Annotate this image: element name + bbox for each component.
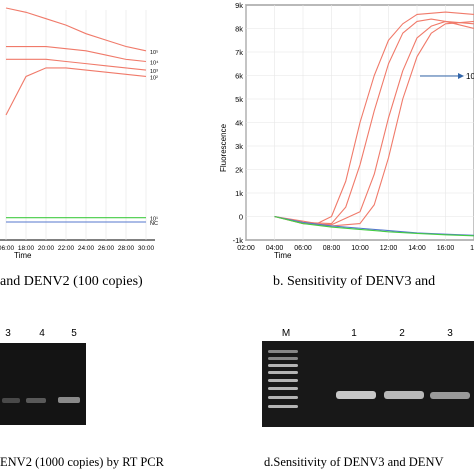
panel-b-series-line: [274, 18, 474, 225]
panel-d-ladder-band: [268, 387, 298, 390]
panel-d-band-2: [384, 391, 424, 399]
panel-a-xtick-label: 06:00: [0, 245, 15, 252]
panel-d-ladder-band: [268, 379, 298, 382]
panel-b-series-line: [274, 215, 474, 236]
panel-b-series-line: [274, 215, 474, 237]
panel-a-curve-label: 10³: [150, 69, 158, 75]
panel-b-ytick-label: 4k: [235, 119, 243, 128]
panel-b-ytick-label: 5k: [235, 95, 243, 104]
panel-d-lane-label: 1: [351, 328, 357, 339]
panel-d-band-1: [336, 391, 376, 399]
panel-a-curve-label: 10²: [150, 75, 158, 81]
panel-c-gel-image: [0, 343, 86, 425]
panel-b-annotation: 10: [466, 72, 474, 81]
panel-b-ytick-label: 3k: [235, 142, 243, 151]
panel-b-ytick-label: 1k: [235, 189, 243, 198]
panel-a-curve-label: 10⁵: [150, 49, 158, 56]
panel-d-lane-label: 2: [399, 328, 405, 339]
panel-a-curve-label: 10⁴: [150, 60, 159, 67]
panel-a-xtick-label: 24:00: [78, 245, 95, 252]
panel-c-caption: ENV2 (1000 copies) by RT PCR: [0, 455, 164, 469]
panel-d-lane-label: M: [282, 328, 290, 339]
panel-d-ladder-band: [268, 364, 298, 367]
panel-a-curve-label: NC: [150, 221, 158, 227]
panel-b-annotation-arrowhead: [458, 73, 464, 79]
panel-b-xtick-label: 04:00: [266, 245, 284, 252]
panel-d-gel-image: [262, 341, 474, 427]
panel-d-ladder-band: [268, 396, 298, 399]
panel-a-caption: and DENV2 (100 copies): [0, 274, 143, 289]
panel-d-ladder-band: [268, 405, 298, 408]
panel-a-xtick-label: 20:00: [38, 245, 55, 252]
panel-b-ytick-label: -1k: [233, 236, 244, 245]
panel-c-lane-label: 3: [5, 328, 11, 339]
panel-b-ytick-label: 8k: [235, 25, 243, 34]
panel-b-ytick-label: 7k: [235, 48, 243, 57]
panel-b-xlabel: Time: [274, 251, 292, 260]
panel-b-ytick-label: 2k: [235, 166, 243, 175]
panel-d-caption: d.Sensitivity of DENV3 and DENV: [264, 455, 444, 469]
panel-b-xtick-label: 08:00: [323, 245, 341, 252]
panel-b-ytick-label: 6k: [235, 72, 243, 81]
panel-b-xtick-label: 14:00: [408, 245, 426, 252]
panel-c-gel: 3 4 5: [0, 328, 86, 425]
panel-b-ytick-label: 0: [239, 213, 243, 222]
panel-b-ylabel: Fluorescence: [219, 123, 228, 172]
panel-c-band-1: [2, 398, 20, 403]
panel-a-xlabel: Time: [14, 251, 32, 260]
panel-a-xtick-label: 30:00: [138, 245, 155, 252]
panel-c-band-2: [26, 398, 46, 403]
panel-a-xtick-label: 26:00: [98, 245, 115, 252]
panel-b-xtick-label: 16:00: [437, 245, 455, 252]
panel-b-xtick-label: 06:00: [294, 245, 312, 252]
panel-d-ladder-band: [268, 371, 298, 374]
panel-b-xtick-label: 12:00: [380, 245, 398, 252]
panel-a-xtick-label: 28:00: [118, 245, 135, 252]
panel-a-series-line: [6, 45, 147, 63]
panel-a-curve-label: 10¹: [150, 217, 158, 223]
panel-a-xtick-label: 18:00: [18, 245, 35, 252]
panel-c-lane-label: 4: [39, 328, 45, 339]
panel-b-caption: b. Sensitivity of DENV3 and: [273, 274, 436, 289]
panel-d-ladder-band: [268, 357, 298, 360]
panel-c-lane-label: 5: [71, 328, 77, 339]
panel-d-band-3: [430, 392, 470, 399]
panel-b-ytick-label: 9k: [235, 1, 243, 10]
panel-d-lane-label: 3: [447, 328, 453, 339]
panel-d-gel: M 1 2 3: [262, 328, 474, 427]
panel-b-chart: -1k 0 1k 2k 3k 4k 5k 6k 7k 8k 9k 02:00 04:00 06:00 08…: [219, 1, 474, 260]
panel-b-xtick-label: 18: [470, 245, 474, 252]
panel-a-xtick-label: 22:00: [58, 245, 75, 252]
panel-d-ladder-band: [268, 350, 298, 353]
panel-b-xtick-label: 02:00: [237, 245, 255, 252]
panel-b-series-line: [274, 11, 474, 225]
panel-a-series-line: [5, 67, 147, 116]
panel-a-series-line: [5, 7, 147, 52]
panel-c-band-3: [58, 397, 80, 403]
panel-a-series-line: [6, 58, 147, 71]
panel-b-xtick-label: 10:00: [351, 245, 369, 252]
